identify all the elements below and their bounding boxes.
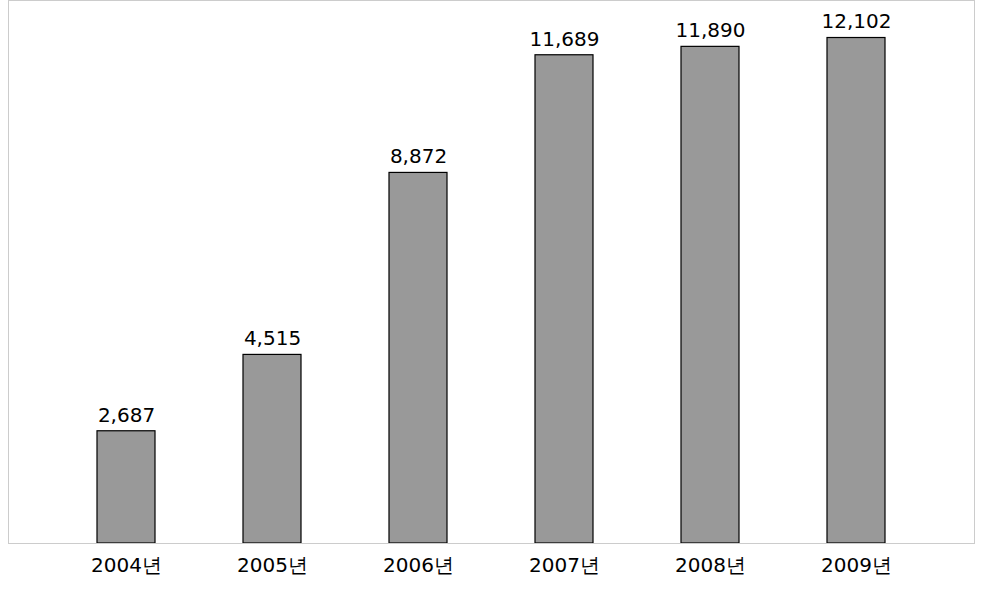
svg-text:12,102: 12,102 xyxy=(822,9,892,33)
svg-text:2007년: 2007년 xyxy=(529,553,600,577)
svg-text:2,687: 2,687 xyxy=(98,403,155,427)
svg-text:2006년: 2006년 xyxy=(383,553,454,577)
svg-text:8,872: 8,872 xyxy=(390,144,447,168)
svg-text:2004년: 2004년 xyxy=(91,553,162,577)
svg-text:2008년: 2008년 xyxy=(675,553,746,577)
svg-text:4,515: 4,515 xyxy=(244,326,301,350)
svg-text:11,890: 11,890 xyxy=(676,18,746,42)
svg-text:11,689: 11,689 xyxy=(530,27,600,51)
svg-text:2005년: 2005년 xyxy=(237,553,308,577)
svg-text:2009년: 2009년 xyxy=(821,553,892,577)
